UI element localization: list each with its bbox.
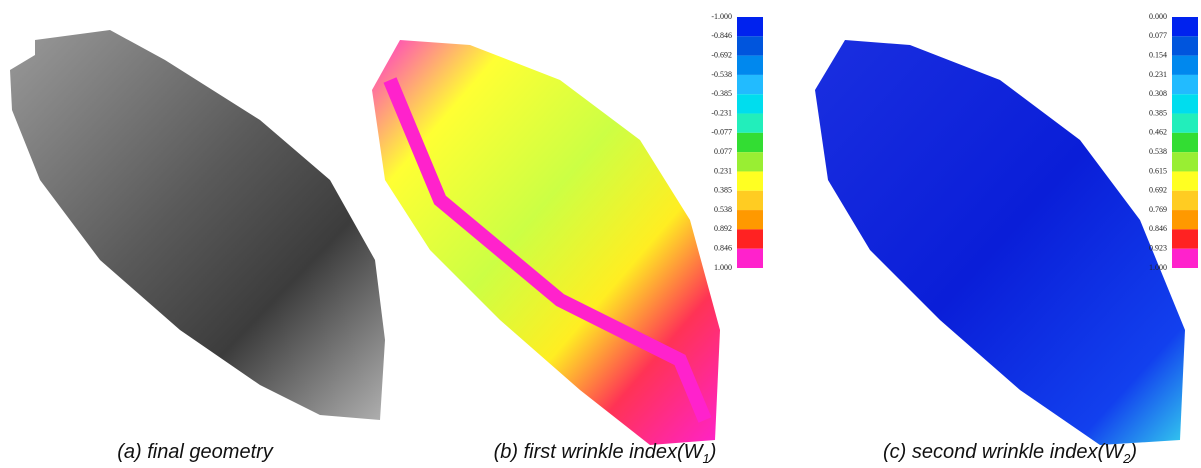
colorbar-label: 0.615: [1149, 166, 1167, 175]
colorbar-label: 0.231: [1149, 70, 1167, 79]
colorbar-label: 0.077: [714, 147, 732, 156]
colorbar-swatch: [1172, 17, 1198, 36]
colorbar-swatch: [737, 191, 763, 210]
colorbar-label: -1.000: [711, 12, 732, 21]
colorbar-swatch: [737, 210, 763, 229]
colorbar-label: 0.154: [1149, 50, 1167, 59]
colorbar-swatch: [1172, 133, 1198, 152]
colorbar-swatch: [737, 114, 763, 133]
colorbar-label: 0.692: [1149, 186, 1167, 195]
w2-shape: [815, 40, 1185, 445]
caption-subscript: 1: [703, 451, 710, 466]
colorbar-swatch: [737, 133, 763, 152]
colorbar-label: 1.000: [714, 263, 732, 272]
caption: (b) first wrinkle index(W1): [494, 441, 717, 466]
caption: (a) final geometry: [117, 441, 274, 463]
colorbar-swatch: [737, 56, 763, 75]
colorbar-label: -0.692: [711, 50, 732, 59]
colorbar-label: 0.231: [714, 166, 732, 175]
colorbar-swatch: [1172, 249, 1198, 268]
colorbar-label: 0.077: [1149, 31, 1167, 40]
caption-text: (a) final geometry: [117, 441, 274, 463]
colorbar-label: 0.892: [714, 224, 732, 233]
colorbar-swatch: [737, 17, 763, 36]
colorbar-label: 0.769: [1149, 205, 1167, 214]
colorbar-label: 0.846: [714, 244, 732, 253]
caption-symbol: W: [1104, 441, 1125, 463]
colorbar-swatch: [1172, 229, 1198, 248]
colorbar-label: 0.923: [1149, 244, 1167, 253]
colorbar-swatch: [737, 249, 763, 268]
colorbar-label: 0.846: [1149, 224, 1167, 233]
caption-text: (b) first wrinkle index(: [494, 441, 686, 463]
colorbar-label: 0.538: [1149, 147, 1167, 156]
colorbar-label: 0.538: [714, 205, 732, 214]
colorbar-swatch: [737, 36, 763, 55]
colorbar-swatch: [1172, 210, 1198, 229]
colorbar-swatch: [737, 152, 763, 171]
colorbar-label: -0.385: [711, 89, 732, 98]
colorbar-swatch: [1172, 114, 1198, 133]
caption-suffix: ): [708, 441, 717, 463]
colorbar-label: 0.385: [714, 186, 732, 195]
colorbar-label: -0.231: [711, 108, 732, 117]
colorbar-swatch: [1172, 36, 1198, 55]
colorbar-swatch: [737, 171, 763, 190]
colorbar-swatch: [737, 75, 763, 94]
colorbar-label: -0.846: [711, 31, 732, 40]
colorbar-label: 0.385: [1149, 108, 1167, 117]
geometry-shape: [10, 30, 385, 420]
colorbar-swatch: [1172, 56, 1198, 75]
caption-symbol: W: [684, 441, 705, 463]
w1-shape: [372, 40, 720, 445]
colorbar-swatch: [1172, 94, 1198, 113]
colorbar-label: 1.000: [1149, 263, 1167, 272]
colorbar-swatch: [1172, 152, 1198, 171]
colorbar-swatch: [737, 229, 763, 248]
colorbar-swatch: [737, 94, 763, 113]
figure: -1.000 -0.846 -0.692 -0.538 -0.385 -0.231 -0.0…: [0, 0, 1201, 468]
caption: (c) second wrinkle index(W2): [883, 441, 1137, 466]
colorbar-swatch: [1172, 75, 1198, 94]
colorbar-label: 0.308: [1149, 89, 1167, 98]
colorbar-swatch: [1172, 171, 1198, 190]
caption-suffix: ): [1128, 441, 1137, 463]
colorbar-label: -0.538: [711, 70, 732, 79]
colorbar-swatch: [1172, 191, 1198, 210]
colorbar-label: -0.077: [711, 128, 732, 137]
caption-text: (c) second wrinkle index(: [883, 441, 1107, 463]
colorbar-label: 0.000: [1149, 12, 1167, 21]
captions: (a) final geometry (b) first wrinkle inde…: [117, 441, 1137, 466]
colorbar-label: 0.462: [1149, 128, 1167, 137]
